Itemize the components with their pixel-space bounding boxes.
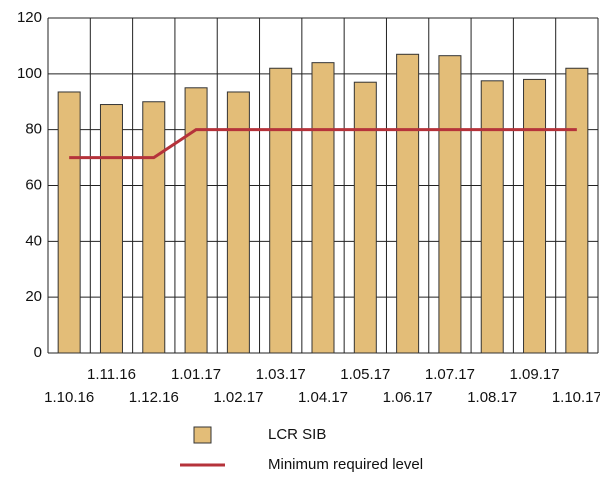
- x-tick-label: 1.01.17: [171, 366, 221, 383]
- y-tick-label: 120: [17, 9, 42, 26]
- bar: [480, 80, 504, 354]
- bar: [438, 55, 462, 354]
- bar: [226, 91, 250, 354]
- y-tick-label: 100: [17, 65, 42, 82]
- legend-label: LCR SIB: [268, 426, 326, 443]
- y-tick-label: 40: [25, 232, 42, 249]
- x-tick-label: 1.04.17: [298, 389, 348, 406]
- x-tick-label: 1.05.17: [340, 366, 390, 383]
- bar: [523, 78, 547, 354]
- x-tick-label: 1.03.17: [256, 366, 306, 383]
- x-tick-label: 1.07.17: [425, 366, 475, 383]
- x-tick-label: 1.06.17: [383, 389, 433, 406]
- legend-label: Minimum required level: [268, 456, 423, 473]
- bar: [269, 67, 293, 354]
- line: [69, 128, 577, 160]
- y-tick-label: 60: [25, 176, 42, 193]
- y-tick-label: 20: [25, 288, 42, 305]
- bar: [353, 81, 377, 354]
- y-tick-label: 80: [25, 121, 42, 138]
- y-tick-label: 0: [34, 344, 42, 361]
- bar: [565, 67, 589, 354]
- x-tick-label: 1.10.16: [44, 389, 94, 406]
- x-tick-label: 1.12.16: [129, 389, 179, 406]
- bar: [142, 101, 166, 354]
- x-tick-label: 1.02.17: [213, 389, 263, 406]
- bar: [184, 87, 208, 354]
- bar: [99, 104, 123, 354]
- bar: [396, 53, 420, 354]
- x-tick-label: 1.10.17: [552, 389, 600, 406]
- x-tick-label: 1.08.17: [467, 389, 517, 406]
- x-tick-label: 1.09.17: [510, 366, 560, 383]
- legend-swatch: [193, 426, 212, 444]
- bar: [57, 91, 81, 354]
- bar: [311, 62, 335, 354]
- x-tick-label: 1.11.16: [87, 366, 136, 383]
